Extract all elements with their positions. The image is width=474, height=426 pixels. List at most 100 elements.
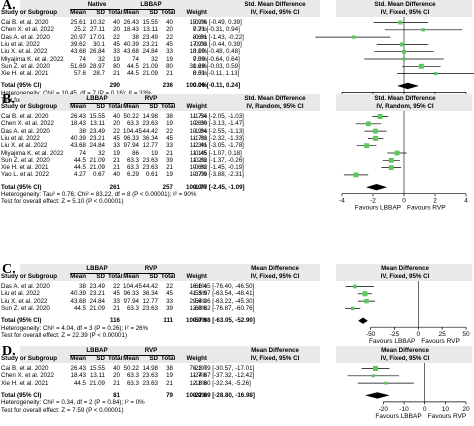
row-effect-ci: -2.30 [-3.13, -1.47] [193,120,244,128]
row-value: 33 [113,297,120,305]
row-value: 26.43 [70,365,86,372]
row-value: 21.09 [142,70,158,78]
row-value: 11.3% [189,142,207,150]
row-value: 97.94 [123,142,139,150]
row-value: 26.43 [70,113,86,120]
row-value: 45 [113,40,120,48]
group-header-control: RVP [144,95,158,102]
column-header: Mean [123,103,139,110]
axis-tick-label: -50 [366,331,376,338]
row-value: 86 [132,149,139,157]
group-underline [124,102,174,104]
row-value: 22 [113,283,120,290]
study-name: Chen X. et al. 2022 [1,372,54,380]
row-value: 10.7% [189,171,207,179]
row-value: 45 [166,40,173,48]
row-effect-ci: -68.82 [-76.87, -60.76] [193,304,255,312]
row-value: 11.7% [189,134,207,142]
overall-effect-text: Test for overall effect: Z = 7.59 (P < 0… [1,406,124,414]
row-value: 40 [113,365,120,372]
row-effect-ci: 0.51 [-0.11, 1.13] [193,70,240,78]
row-value: 19 [166,120,173,128]
study-name: Miyajima K. et al. 2022 [1,149,64,157]
total-label: Total (95% CI) [1,391,42,399]
row-value: 4.27 [73,171,86,179]
study-box [364,298,369,304]
panel-label: B. [2,92,15,107]
row-value: 43.68 [70,297,86,305]
total-n-experimental: 116 [110,317,120,325]
column-header: Study or Subgroup [1,355,58,362]
row-effect-ci: -0.06 [-0.49, 0.39] [193,19,242,26]
column-header: Total [161,355,176,362]
row-value: 63.3 [126,156,139,164]
total-effect-ci: -57.98 [-63.05, -52.90] [193,317,255,325]
row-value: 21.09 [89,164,105,172]
group-header-experimental: LBBAP [86,95,108,102]
heterogeneity-text: Heterogeneity: Chi² = 4.04, df = 3 (P = … [1,324,149,332]
axis-tick-label: 10 [442,406,450,413]
total-n-control: 236 [162,82,173,90]
row-value: 22 [113,127,120,135]
column-header: Mean [123,273,139,280]
study-name: Liu et al. 2022 [1,40,40,48]
study-name: Sun Z. et al. 2020 [1,156,50,164]
study-box [433,71,438,76]
study-name: Sun Z. et al. 2020 [1,62,50,70]
group-underline [70,102,120,104]
axis-tick-label: 20 [462,406,470,413]
row-value: 13.0% [189,304,207,312]
heterogeneity-text: Heterogeneity: Chi² = 0.34, df = 2 (P = … [1,399,145,407]
study-box [373,135,379,141]
row-value: 33 [166,142,173,150]
row-value: 21.09 [89,379,105,387]
row-value: 33 [113,142,120,150]
axis-tick-label: 0 [423,406,427,413]
overall-effect-text: Test for overall effect: Z = 5.10 (P < 0… [1,198,124,206]
row-value: 38 [79,127,86,135]
group-underline [124,354,174,356]
heterogeneity-text: Heterogeneity: Chi² = 10.45, df = 7 (P =… [1,90,152,97]
column-header: Mean [70,9,86,16]
total-label: Total (95% CI) [1,317,42,325]
row-value: 23.63 [142,304,158,312]
row-value: 38 [166,365,173,372]
column-header: Total [108,355,123,362]
total-diamond [397,82,419,90]
column-header: SD [96,103,105,110]
row-value: 45 [166,134,173,142]
row-value: 39 [166,304,173,312]
study-box [398,20,403,25]
study-box [373,366,379,371]
axis-tick-label: 4 [464,198,468,205]
study-name: Yao L. et al. 2022 [1,171,50,179]
row-value: 10.9% [189,127,207,135]
column-header: Mean [123,355,139,362]
row-value: 74 [79,149,86,157]
study-name: Cai B. et al. 2020 [1,365,49,372]
row-value: 12.77 [142,297,158,305]
effect-header-left: Mean Difference [251,265,299,272]
column-header: Mean [70,355,86,362]
row-value: 80 [113,62,120,70]
study-name: Das A. et al. 2020 [1,127,50,135]
row-value: 50.22 [123,113,139,120]
row-value: 74 [132,55,139,63]
row-value: 21.09 [89,156,105,164]
row-effect-ci: -0.82 [-1.45, -0.19] [193,164,244,172]
row-value: 23.49 [142,33,158,41]
effect-header-right: Mean Difference [381,347,429,354]
row-value: 33 [166,297,173,305]
row-effect-ci: -18.80 [-32.34, -5.26] [193,379,251,387]
study-box [388,157,394,163]
total-n-experimental: 261 [109,183,120,191]
row-value: 40.39 [70,134,86,142]
row-value: 7.7% [192,26,207,34]
row-value: 18.43 [123,26,139,34]
column-header: Mean [123,9,139,16]
row-value: 40.39 [123,40,139,48]
row-value: 20 [113,26,120,34]
row-effect-ci: -0.82 [-1.37, -0.26] [193,156,244,164]
row-value: 24.84 [89,142,105,150]
study-name: Liu et al. 2022 [1,134,40,142]
